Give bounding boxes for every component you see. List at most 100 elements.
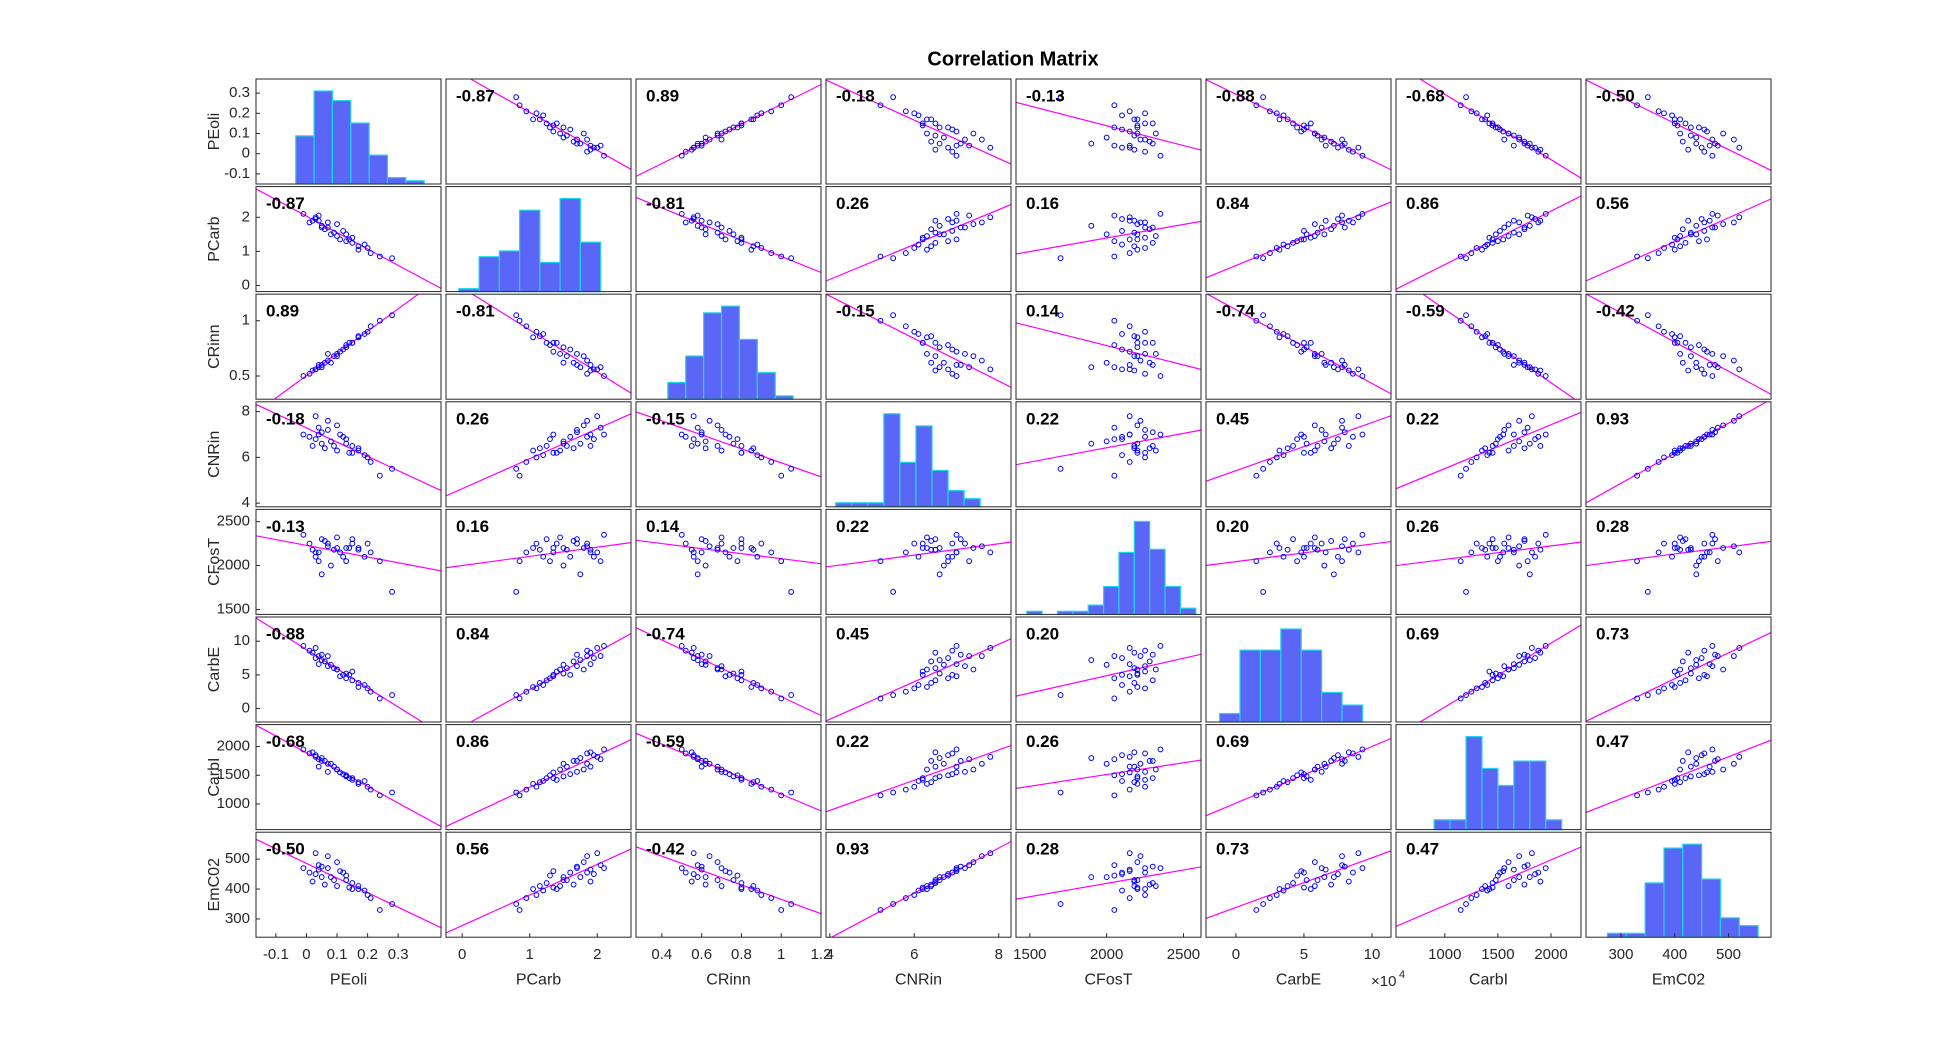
scatter-point <box>924 534 930 541</box>
scatter-point <box>1339 853 1345 860</box>
fit-line <box>1586 79 1771 171</box>
y-tick-label: 1 <box>242 242 250 259</box>
scatter-point <box>1701 540 1708 547</box>
scatter-point <box>1489 239 1496 246</box>
scatter-point <box>1706 217 1713 224</box>
scatter-point <box>1693 140 1700 147</box>
scatter-point <box>1457 472 1464 479</box>
scatter-point <box>919 884 926 891</box>
scatter-point <box>1505 353 1512 359</box>
scatter-point <box>1529 645 1535 651</box>
scatter-point <box>1131 146 1138 153</box>
scatter-point <box>1677 534 1684 541</box>
scatter-point <box>334 353 340 359</box>
scatter-point <box>714 545 721 551</box>
scatter-point <box>778 102 785 109</box>
scatter-point <box>714 443 721 449</box>
scatter-point <box>714 766 721 773</box>
scatter-point <box>1693 760 1700 767</box>
scatter-point <box>1157 746 1164 753</box>
scatter-point <box>1088 222 1095 229</box>
scatter-point <box>340 869 347 876</box>
scatter-point <box>1679 226 1686 233</box>
scatter-point <box>389 465 395 472</box>
scatter-point <box>315 653 322 659</box>
scatter-point <box>1280 452 1287 459</box>
scatter-point <box>1260 255 1267 262</box>
x-tick-label: 8 <box>995 946 1003 963</box>
scatter-point <box>915 241 922 248</box>
scatter-point <box>1709 431 1716 438</box>
scatter-point <box>1693 134 1700 141</box>
y-axis-label: PEoli <box>206 113 223 150</box>
scatter-point <box>1682 775 1689 782</box>
scatter-point <box>530 886 536 892</box>
histogram-bar <box>1149 548 1166 615</box>
correlation-label: -0.13 <box>1026 86 1065 105</box>
scatter-point <box>1328 359 1335 366</box>
scatter-point <box>702 562 709 569</box>
scatter-point <box>962 540 968 547</box>
scatter-point <box>750 243 757 250</box>
scatter-point <box>1709 746 1716 753</box>
scatter-point <box>1709 643 1716 649</box>
correlation-label: -0.88 <box>1216 86 1255 105</box>
scatter-point <box>690 754 697 760</box>
scatter-point <box>349 880 356 886</box>
scatter-point <box>698 661 705 668</box>
histogram-bar <box>331 100 352 185</box>
scatter-point <box>1359 373 1366 379</box>
scatter-point <box>1290 443 1296 449</box>
scatter-point <box>1057 255 1064 262</box>
scatter-point <box>714 859 721 866</box>
scatter-point <box>580 766 587 773</box>
scatter-point <box>1142 776 1148 783</box>
scatter-point <box>1126 431 1133 438</box>
scatter-point <box>726 671 733 678</box>
scatter-point <box>346 449 353 456</box>
scatter-point <box>1142 136 1148 143</box>
fit-line <box>826 79 1011 165</box>
panel: 0.16 <box>1015 186 1202 293</box>
scatter-point <box>1486 540 1493 547</box>
panel-frame <box>1205 724 1392 831</box>
scatter-point <box>678 431 685 438</box>
scatter-point <box>1359 746 1366 753</box>
scatter-point <box>734 772 741 779</box>
scatter-point <box>1111 472 1118 479</box>
scatter-point <box>1701 433 1708 440</box>
scatter-point <box>754 778 761 784</box>
histogram-bar <box>1300 649 1323 723</box>
fit-line <box>256 535 441 572</box>
scatter-point <box>1119 126 1125 133</box>
scatter-point <box>389 789 395 796</box>
x-tick-label: 300 <box>1608 946 1633 963</box>
scatter-point <box>1505 534 1512 541</box>
scatter-point <box>550 671 557 678</box>
scatter-point <box>949 148 956 155</box>
scatter-point <box>318 755 325 761</box>
fit-line <box>1206 540 1391 567</box>
scatter-point <box>1677 350 1684 357</box>
scatter-point <box>714 666 721 673</box>
scatter-point <box>694 653 701 659</box>
fit-line <box>1016 322 1201 370</box>
scatter-point <box>1709 224 1716 231</box>
scatter-point <box>1473 685 1480 692</box>
scatter-point <box>1276 780 1283 787</box>
scatter-point <box>1103 874 1110 880</box>
scatter-point <box>738 449 745 456</box>
scatter-point <box>1687 546 1694 553</box>
scatter-point <box>367 786 374 793</box>
scatter-point <box>919 236 926 243</box>
scatter-point <box>1479 684 1485 690</box>
scatter-point <box>738 443 745 449</box>
scatter-point <box>1709 152 1716 159</box>
scatter-point <box>714 422 721 429</box>
scatter-point <box>924 246 930 253</box>
scatter-point <box>584 540 591 547</box>
scatter-point <box>340 433 347 440</box>
scatter-point <box>1335 216 1341 222</box>
scatter-point <box>1142 219 1148 226</box>
fit-line <box>1016 759 1201 789</box>
